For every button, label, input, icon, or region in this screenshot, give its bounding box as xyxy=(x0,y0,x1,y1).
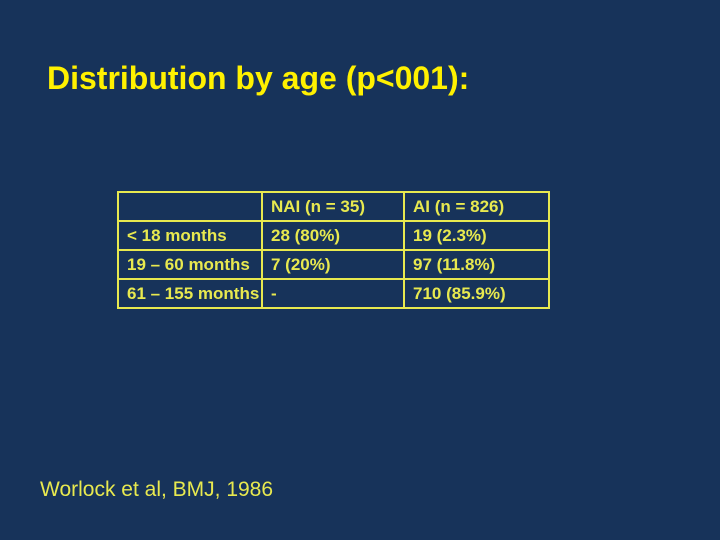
cell-ai: 19 (2.3%) xyxy=(403,220,550,251)
table-row: 19 – 60 months 7 (20%) 97 (11.8%) xyxy=(117,249,550,280)
table-row: < 18 months 28 (80%) 19 (2.3%) xyxy=(117,220,550,251)
table-header-row: NAI (n = 35) AI (n = 826) xyxy=(117,191,550,222)
row-label: 61 – 155 months xyxy=(117,278,263,309)
cell-ai: 710 (85.9%) xyxy=(403,278,550,309)
header-cell-empty xyxy=(117,191,263,222)
citation-text: Worlock et al, BMJ, 1986 xyxy=(40,478,274,501)
header-cell-nai: NAI (n = 35) xyxy=(261,191,405,222)
page-title: Distribution by age (p<001): xyxy=(47,60,470,96)
cell-nai: 28 (80%) xyxy=(261,220,405,251)
row-label: < 18 months xyxy=(117,220,263,251)
row-label: 19 – 60 months xyxy=(117,249,263,280)
cell-ai: 97 (11.8%) xyxy=(403,249,550,280)
table-row: 61 – 155 months - 710 (85.9%) xyxy=(117,278,550,309)
header-cell-ai: AI (n = 826) xyxy=(403,191,550,222)
age-distribution-table: NAI (n = 35) AI (n = 826) < 18 months 28… xyxy=(117,191,550,309)
cell-nai: - xyxy=(261,278,405,309)
cell-nai: 7 (20%) xyxy=(261,249,405,280)
